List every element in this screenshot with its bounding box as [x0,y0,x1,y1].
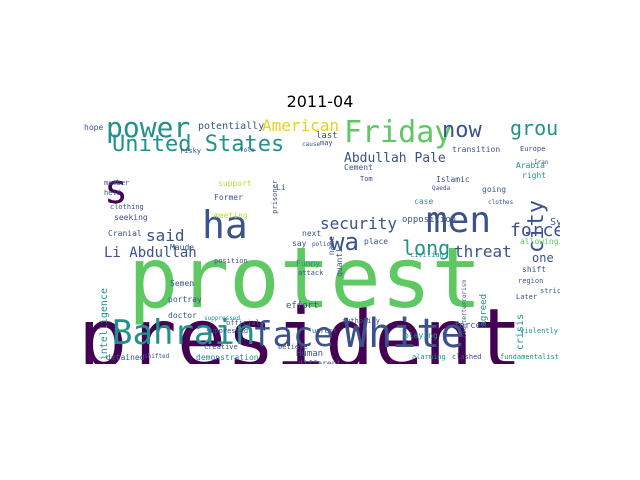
cloud-word: counterterrorism [461,280,468,338]
cloud-word: Arabia [516,161,545,170]
cloud-word: hope [84,123,104,132]
cloud-word: power [106,118,191,144]
cloud-word: protest [128,229,483,327]
cloud-word: transition [452,145,501,154]
cloud-word: Semen [170,279,195,288]
cloud-word: cause [302,141,321,148]
cloud-word: role [240,147,255,154]
cloud-word: Abdullah Pale [344,151,446,166]
cloud-word: Human [296,349,324,359]
cloud-word: fundamentalist [500,353,560,361]
cloud-word: creative [204,343,238,351]
cloud-word: attack [298,269,324,277]
cloud-word: shifted [144,353,170,360]
cloud-word: shift [522,265,547,274]
cloud-word: position [214,257,248,265]
cloud-word: force [510,220,560,241]
cloud-word: next [302,229,322,238]
cloud-word: strict [540,287,560,295]
cloud-word: American [262,118,340,135]
cloud-word: alarming [412,353,446,361]
cloud-word: wa [330,228,359,256]
cloud-word: face [252,315,334,355]
cloud-word: seeking [114,213,148,222]
cloud-word: Li [276,183,286,192]
cloud-word: Later [516,293,538,301]
cloud-word: said [146,226,185,245]
cloud-word: meeting [214,211,248,220]
cloud-word: Former [214,193,243,202]
cloud-word: authority [342,317,380,325]
cloud-word: clashed [452,353,482,361]
cloud-word: United States [112,132,285,157]
cloud-word: detained [106,353,145,362]
cloud-word: Tom [360,175,373,183]
cloud-word: Cranial [108,229,142,238]
cloud-word: Europe [520,145,546,153]
cloud-word: say [292,239,307,248]
cloud-word: Bahrain [112,313,256,353]
cloud-word: clothing [110,203,144,211]
cloud-word: member [104,179,130,187]
cloud-word: region [518,277,544,285]
cloud-word: demonstration [196,353,259,362]
cloud-word: threat [454,242,512,261]
cloud-word: suppressed [204,315,241,322]
cloud-word: White [344,311,465,357]
cloud-word: men [426,200,492,241]
cloud-word: president [80,292,523,365]
cloud-word: forced [454,321,487,331]
cloud-word: s [104,167,129,213]
cloud-word: Li Abdullah [104,245,197,261]
cloud-word: effort [286,301,319,311]
cloud-word: right [522,171,547,180]
cloud-word: different [298,359,342,365]
cloud-word: support [218,179,252,188]
cloud-word: intelligence [99,288,110,361]
cloud-word: believe [278,343,308,351]
cloud-word: last [316,131,338,141]
word-cloud: president protest Bahrain face White ha s men po… [80,118,560,364]
cloud-word: doctor [168,311,197,320]
cloud-word: group [510,118,560,140]
cloud-word: risky [180,147,202,155]
cloud-word: allowing [520,237,559,246]
cloud-word: one [532,251,554,265]
cloud-word: ha [202,203,248,247]
cloud-word: Cement [344,163,373,172]
cloud-word: Syria [550,217,560,228]
cloud-word: clothes [488,199,514,206]
cloud-word: portray [168,295,202,304]
cloud-word: potentially [198,121,265,132]
cloud-word: long [402,236,451,260]
cloud-word: suppressed [206,327,249,335]
cloud-word: opposition [402,215,457,225]
cloud-word: Friday [344,118,453,150]
cloud-word: case [414,197,434,206]
cloud-word: violently [520,327,558,335]
cloud-word: held [104,189,121,197]
cloud-word: unrest [312,327,338,335]
figure-title: 2011-04 [286,92,354,111]
cloud-word: place [364,237,389,246]
cloud-word: civilian [410,251,444,259]
cloud-word: Qaeda [432,185,451,192]
cloud-word: now [442,118,482,143]
cloud-word: official [226,319,260,327]
cloud-word: quanti [335,248,344,277]
cloud-word: security [320,214,398,233]
cloud-word: Maude [170,243,195,252]
cloud-word: playing [404,331,438,340]
cloud-word: Funny [296,259,321,268]
cloud-word: Islamic [436,175,470,184]
cloud-word: may [320,139,333,147]
cloud-word: going [482,185,507,194]
cloud-word: Iran [534,159,549,166]
cloud-word: policy [312,241,334,248]
